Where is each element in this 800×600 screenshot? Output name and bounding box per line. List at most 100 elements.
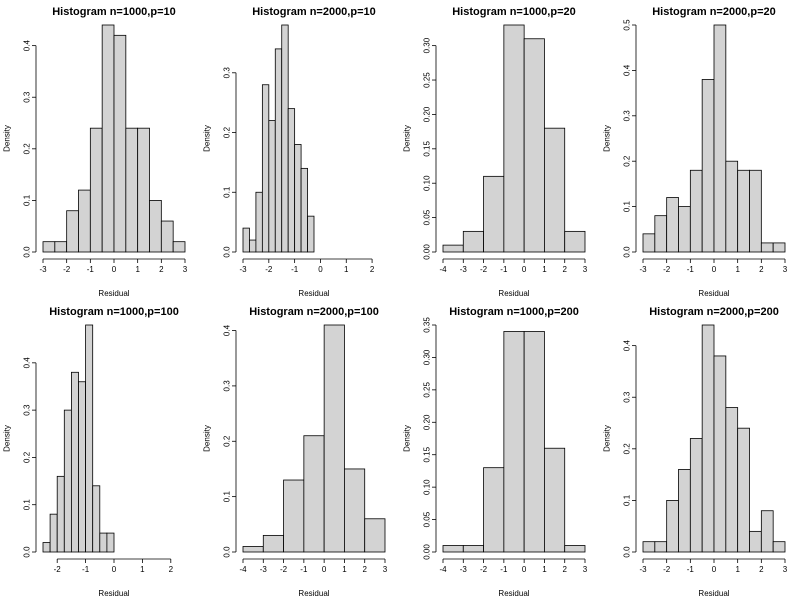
y-tick-label: 0.10 — [423, 479, 432, 495]
histogram-bar — [544, 447, 566, 553]
histogram-bar — [564, 230, 586, 253]
x-tick-label: 3 — [183, 265, 188, 274]
x-tick-label: 0 — [112, 565, 117, 574]
y-tick-label: 0.4 — [623, 64, 632, 76]
histogram-bar — [725, 160, 739, 253]
x-tick-label: 3 — [383, 565, 388, 574]
histogram-bar — [654, 215, 668, 253]
bars — [642, 324, 786, 553]
histogram-bar — [242, 227, 250, 253]
bars — [242, 324, 386, 553]
x-axis: -4 -3 -2 -1 0 1 2 3 — [439, 558, 588, 574]
y-axis-label: Density — [603, 125, 612, 152]
histogram-svg: Histogram n=2000,p=10 -3 -2 -1 0 1 2 Residual 0.… — [203, 6, 376, 298]
x-tick-label: -3 — [460, 565, 468, 574]
x-tick-label: 1 — [542, 565, 547, 574]
x-tick-label: -2 — [54, 565, 62, 574]
bars — [442, 331, 586, 553]
y-tick-label: 0.0 — [623, 546, 632, 558]
x-tick-label: 2 — [562, 565, 567, 574]
x-tick-label: -1 — [500, 265, 508, 274]
x-tick-label: 0 — [712, 265, 717, 274]
chart-title: Histogram n=1000,p=100 — [49, 306, 179, 318]
x-axis-label: Residual — [698, 589, 729, 598]
y-tick-label: 0.2 — [23, 451, 32, 463]
histogram-bar — [323, 324, 345, 553]
histogram-bar — [725, 407, 739, 553]
histogram-bar — [483, 175, 505, 253]
x-tick-label: 1 — [735, 265, 740, 274]
y-axis: 0.00 0.05 0.10 0.15 0.20 0.25 0.30 0.35 — [423, 317, 437, 560]
histogram-bar — [364, 518, 386, 553]
x-tick-label: -1 — [87, 265, 95, 274]
y-tick-label: 0.3 — [23, 404, 32, 416]
y-tick-label: 0.30 — [423, 37, 432, 53]
y-tick-label: 0.1 — [23, 499, 32, 511]
x-tick-label: -2 — [63, 265, 71, 274]
histogram-bar — [85, 324, 94, 553]
histogram-bar — [544, 127, 566, 253]
histogram-bar — [92, 485, 101, 553]
histogram-bar — [503, 24, 525, 253]
y-tick-label: 0.2 — [223, 435, 232, 447]
histogram-panel-6: Histogram n=2000,p=100 -4 -3 -2 -1 0 1 2 3 Residu… — [200, 300, 400, 600]
y-tick-label: 0.3 — [223, 67, 232, 79]
y-tick-label: 0.00 — [423, 244, 432, 260]
histogram-panel-3: Histogram n=1000,p=20 -4 -3 -2 -1 0 1 2 3 Residua… — [400, 0, 600, 300]
histogram-bar — [713, 24, 727, 253]
histogram-bar — [261, 84, 270, 253]
y-tick-label: 0.25 — [423, 72, 432, 88]
y-tick-label: 0.0 — [223, 246, 232, 258]
y-tick-label: 0.3 — [623, 391, 632, 403]
y-tick-label: 0.20 — [423, 414, 432, 430]
x-tick-label: 0 — [712, 565, 717, 574]
histogram-svg: Histogram n=2000,p=20 -3 -2 -1 0 1 2 3 Residual 0… — [603, 6, 788, 298]
histogram-bar — [56, 475, 65, 553]
x-tick-label: 2 — [370, 265, 375, 274]
histogram-bar — [760, 510, 774, 553]
histogram-bar — [49, 513, 58, 553]
histogram-bar — [66, 210, 79, 253]
x-tick-label: 0 — [112, 265, 117, 274]
x-tick-label: 0 — [522, 265, 527, 274]
histogram-bar — [689, 169, 703, 253]
histogram-bar — [63, 409, 72, 553]
x-tick-label: 2 — [159, 265, 164, 274]
y-tick-label: 0.3 — [23, 91, 32, 103]
y-axis: 0.00 0.05 0.10 0.15 0.20 0.25 0.30 — [423, 37, 437, 260]
histogram-panel-8: Histogram n=2000,p=200 -3 -2 -1 0 1 2 3 Residual… — [600, 300, 800, 600]
y-axis: 0.0 0.1 0.2 0.3 0.4 0.5 — [623, 19, 637, 258]
histogram-bar — [678, 469, 691, 553]
x-tick-label: 2 — [759, 565, 764, 574]
y-tick-label: 0.2 — [23, 143, 32, 155]
histogram-panel-5: Histogram n=1000,p=100 -2 -1 0 1 2 Residual 0.0… — [0, 300, 200, 600]
x-tick-label: -3 — [260, 565, 268, 574]
x-tick-label: -1 — [500, 565, 508, 574]
chart-title: Histogram n=2000,p=200 — [649, 306, 779, 318]
x-tick-label: -2 — [663, 265, 671, 274]
x-tick-label: 1 — [140, 565, 145, 574]
histogram-bar — [772, 541, 786, 553]
y-axis-label: Density — [203, 125, 212, 152]
x-axis-label: Residual — [298, 289, 329, 298]
x-tick-label: -2 — [265, 265, 273, 274]
y-tick-label: 0.0 — [223, 546, 232, 558]
histogram-bar — [42, 542, 51, 553]
y-tick-label: 0.35 — [423, 317, 432, 333]
y-tick-label: 0.1 — [223, 491, 232, 503]
x-axis: -3 -2 -1 0 1 2 3 — [639, 258, 788, 274]
y-tick-label: 0.5 — [623, 19, 632, 31]
histogram-bar — [125, 127, 139, 253]
histogram-bar — [300, 167, 308, 253]
y-tick-label: 0.1 — [223, 186, 232, 198]
x-tick-label: 1 — [542, 265, 547, 274]
y-tick-label: 0.30 — [423, 349, 432, 365]
chart-title: Histogram n=1000,p=20 — [452, 6, 576, 18]
x-tick-label: 3 — [583, 565, 588, 574]
y-tick-label: 0.00 — [423, 544, 432, 560]
histogram-bar — [172, 241, 186, 253]
x-axis-label: Residual — [98, 589, 129, 598]
x-tick-label: -4 — [439, 565, 447, 574]
x-tick-label: -3 — [239, 265, 247, 274]
